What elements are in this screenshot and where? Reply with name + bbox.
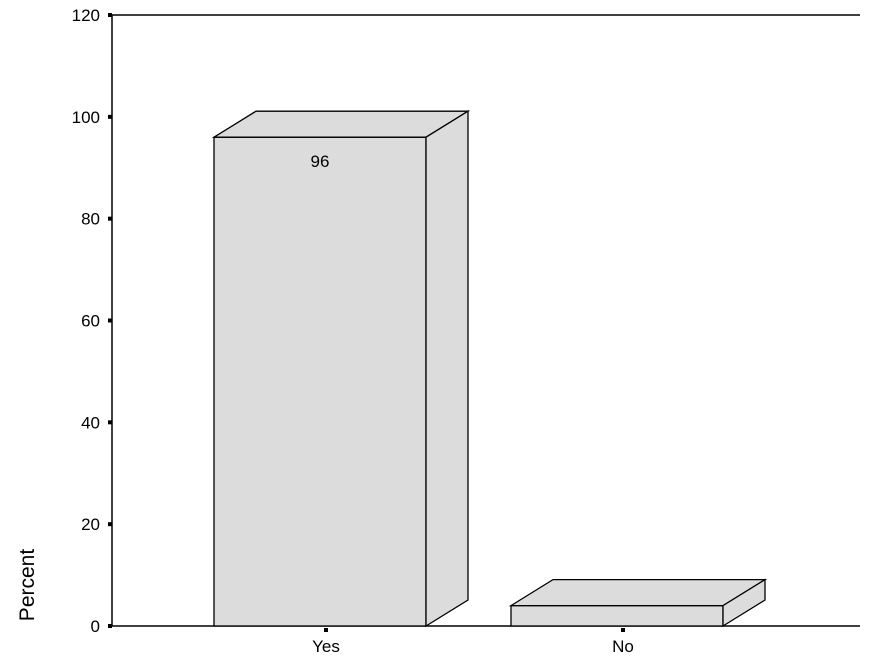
bars [211, 110, 768, 628]
y-tick-label: 60 [81, 312, 100, 331]
y-tick-mark [108, 318, 112, 323]
y-tick-label: 40 [81, 413, 100, 432]
x-tick-label: No [612, 637, 634, 656]
data-label: 96 [311, 152, 330, 171]
y-tick-mark [108, 624, 112, 628]
bar-side-face [425, 110, 469, 628]
x-tick-mark [621, 628, 625, 632]
bar-side-face [722, 578, 766, 628]
y-tick-mark [108, 13, 112, 17]
bar-front-face [213, 136, 427, 627]
y-tick-label: 120 [72, 6, 100, 25]
x-tick-label: Yes [312, 637, 340, 656]
bar-front-face [510, 604, 724, 627]
x-tick-mark [324, 628, 328, 632]
y-tick-mark [108, 420, 112, 425]
y-tick-mark [108, 522, 112, 527]
y-tick-mark [108, 114, 112, 119]
bar-no [508, 578, 768, 628]
bar-yes [211, 110, 471, 628]
y-axis-ticks: 0 20 40 60 80 100 120 [72, 6, 625, 636]
bar-top-face [508, 578, 768, 607]
y-tick-label: 100 [72, 108, 100, 127]
y-tick-label: 0 [91, 617, 100, 636]
y-axis-title: Percent [16, 549, 39, 622]
y-tick-mark [108, 216, 112, 221]
labels: Yes 96 No [311, 152, 634, 656]
y-tick-label: 80 [81, 210, 100, 229]
bar-top-face [211, 110, 471, 138]
y-tick-label: 20 [81, 515, 100, 534]
